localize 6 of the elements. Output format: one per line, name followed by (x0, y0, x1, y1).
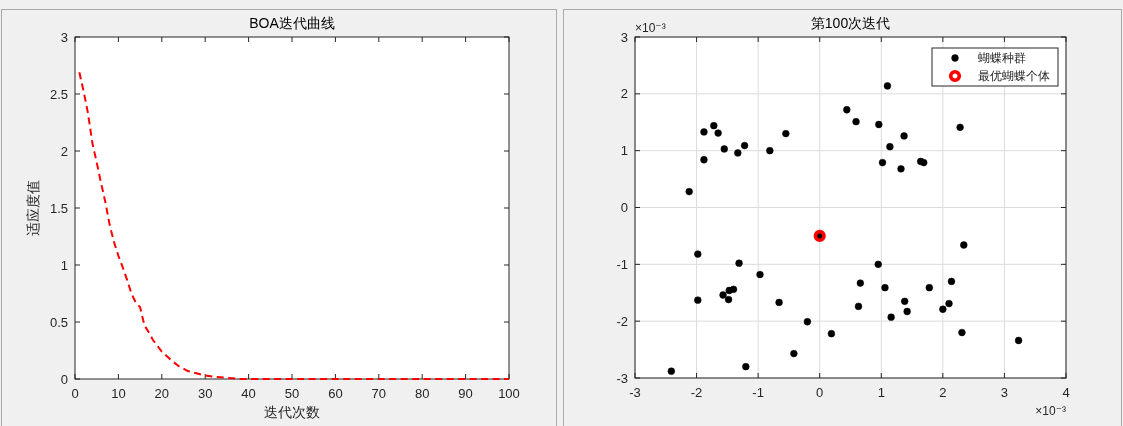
title: 第100次迭代 (810, 15, 891, 31)
y-exponent: ×10⁻³ (635, 21, 666, 35)
title: BOA迭代曲线 (249, 15, 335, 31)
x-exponent: ×10⁻³ (1035, 404, 1066, 418)
ylabel: 适应度值 (25, 180, 41, 236)
xlabel: 迭代次数 (264, 404, 320, 420)
